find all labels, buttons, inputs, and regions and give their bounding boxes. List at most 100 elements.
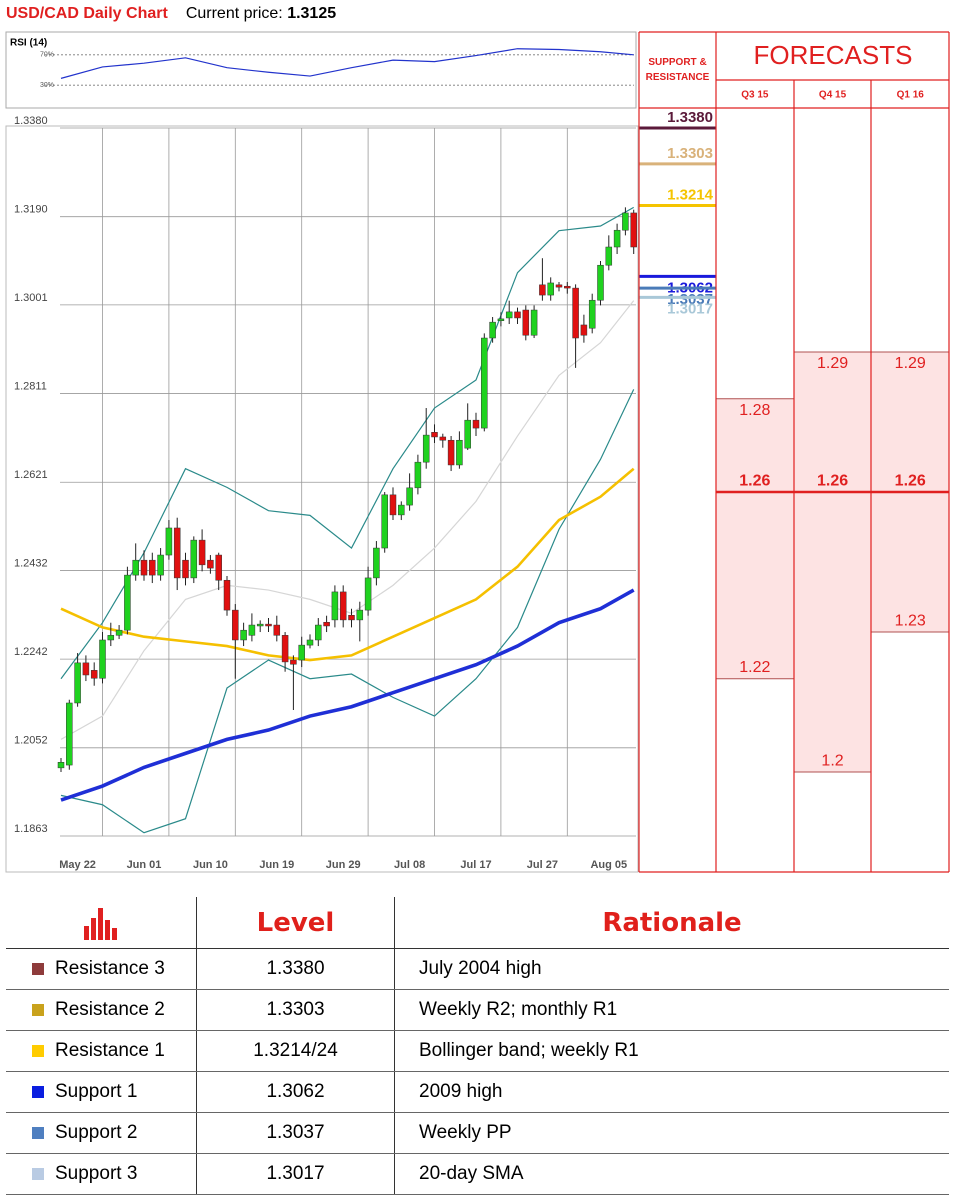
y-tick-label: 1.2811 [14, 380, 47, 392]
y-tick-label: 70% [40, 52, 54, 59]
y-tick-label: 1.3190 [14, 204, 48, 216]
table-row: Support 1 1.3062 2009 high [6, 1071, 949, 1113]
color-swatch [32, 1167, 44, 1180]
color-swatch [32, 1126, 44, 1139]
rationale-cell: 20-day SMA [394, 1153, 949, 1195]
x-tick-label: Jun 29 [326, 859, 361, 871]
x-tick-label: Jul 17 [460, 859, 491, 871]
level-label: 1.3303 [667, 145, 713, 162]
candle-body [547, 282, 554, 296]
overlay-line [60, 467, 635, 662]
level-cell: 1.3214/24 [196, 1030, 395, 1072]
y-tick-label: 1.2621 [14, 469, 48, 481]
level-label: 1.3017 [667, 300, 713, 317]
table-row: Support 3 1.3017 20-day SMA [6, 1153, 949, 1195]
level-cell: 1.3037 [196, 1112, 395, 1154]
level-cell: 1.3062 [196, 1071, 395, 1113]
candle-body [165, 527, 173, 556]
y-tick-label: 1.3001 [14, 292, 48, 304]
candle-body [82, 662, 90, 676]
y-tick-label: 1.3380 [14, 115, 48, 127]
column-header: Rationale [394, 897, 949, 949]
cell: Resistance 2 [6, 989, 197, 1031]
rationale-cell: 2009 high [394, 1071, 949, 1113]
price-frame [5, 125, 639, 873]
forecast-frame [638, 31, 950, 873]
levels-table: Level Rationale Resistance 3 1.3380 July 2… [6, 897, 949, 1195]
candle-body [223, 579, 231, 611]
title: USD/CAD Daily Chart [6, 5, 168, 22]
bar-icon [84, 907, 117, 940]
candle-body [339, 591, 347, 621]
candle-body [530, 309, 538, 336]
candle-body [564, 285, 571, 289]
candle-body [248, 624, 256, 636]
forecast-range [716, 398, 794, 679]
levels-title: SUPPORT & RESISTANCE [645, 57, 710, 83]
overlay-line [60, 588, 635, 802]
row-name: Resistance 1 [55, 1040, 165, 1061]
candle-body [281, 635, 289, 663]
candle-body [306, 639, 314, 646]
candle-body [389, 494, 397, 516]
candle-body [356, 609, 364, 621]
candle-body [431, 432, 438, 438]
table-row: Support 2 1.3037 Weekly PP [6, 1112, 949, 1154]
candle-body [373, 547, 380, 579]
forecast-high-label: 1.29 [895, 355, 926, 372]
candle-body [57, 762, 65, 769]
forecast-low-label: 1.23 [895, 612, 926, 629]
candle-body [406, 487, 413, 506]
candle-body [190, 539, 198, 579]
level-cell: 1.3303 [196, 989, 395, 1031]
price-label: Current price: [185, 5, 283, 22]
candle-body [630, 212, 637, 248]
candle-body [215, 554, 222, 581]
candle-body [522, 309, 530, 336]
candle-body [414, 461, 422, 489]
icon-cell [6, 897, 197, 949]
candle-body [481, 337, 488, 429]
forecast-title: FORECASTS [754, 40, 913, 70]
candle-body [398, 504, 405, 516]
x-tick-label: Jul 27 [527, 859, 558, 871]
table-header: Level Rationale [6, 897, 949, 949]
candle-body [315, 624, 322, 641]
x-tick-label: May 22 [59, 859, 96, 871]
rationale-cell: July 2004 high [394, 948, 949, 990]
forecast-median-label: 1.26 [817, 472, 848, 489]
candle-body [422, 434, 430, 463]
candle-body [132, 559, 139, 576]
y-tick-label: 30% [40, 82, 54, 89]
candle-body [240, 629, 247, 641]
row-name: Support 3 [55, 1163, 138, 1184]
row-name: Support 1 [55, 1081, 138, 1102]
candle-body [198, 539, 206, 566]
y-tick-label: 1.2242 [14, 646, 48, 658]
candle-body [115, 629, 123, 636]
cell: Support 3 [6, 1153, 197, 1195]
forecast-high-label: 1.29 [817, 355, 848, 372]
candle-body [74, 662, 81, 704]
candle-body [207, 559, 214, 569]
candle-body [472, 419, 480, 429]
color-swatch [32, 962, 44, 975]
candle-body [298, 644, 305, 661]
forecast-low-label: 1.2 [821, 752, 843, 769]
y-tick-label: 1.1863 [14, 823, 48, 835]
candle-body [505, 311, 513, 319]
candle-body [489, 321, 496, 339]
rsi-title: RSI (14) [10, 38, 47, 49]
candle-body [290, 659, 297, 665]
cell: Support 1 [6, 1071, 197, 1113]
rationale-cell: Weekly PP [394, 1112, 949, 1154]
candle-body [273, 624, 281, 636]
candle-body [265, 623, 272, 627]
candle-body [149, 559, 156, 576]
price: 1.3125 [287, 5, 337, 22]
color-swatch [32, 1003, 44, 1016]
candle-body [99, 639, 106, 679]
candle-body [447, 439, 455, 466]
y-tick-label: 1.2052 [14, 735, 48, 747]
candle-body [232, 609, 239, 641]
